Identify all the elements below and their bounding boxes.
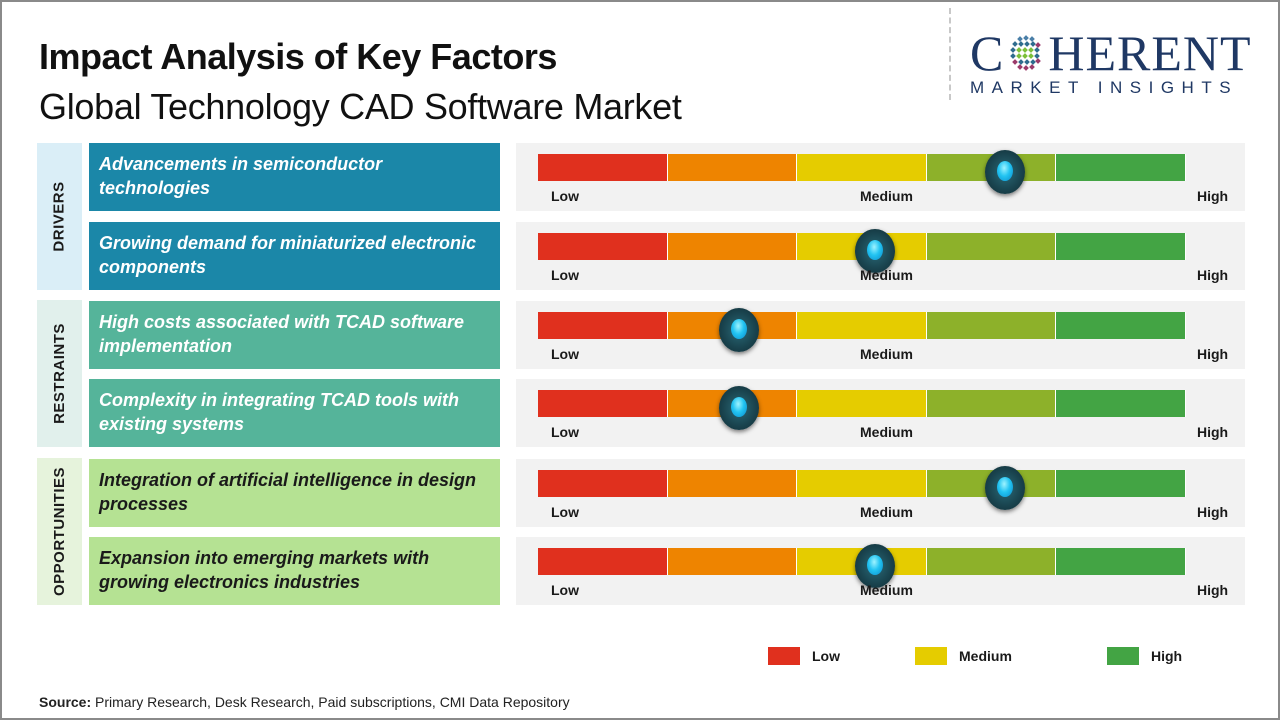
logo-divider	[949, 8, 951, 100]
gauge-bar	[538, 150, 1186, 194]
gauge-bar	[538, 308, 1186, 352]
gauge-label-high: High	[1197, 188, 1229, 204]
gauge-bar	[538, 466, 1186, 510]
logo-letter-c: C	[970, 25, 1005, 81]
factor-label: Complexity in integrating TCAD tools wit…	[89, 379, 500, 447]
gauge-segment-5	[1056, 548, 1186, 575]
gauge-segment-1	[538, 233, 668, 260]
impact-gauge: Low Medium High	[516, 459, 1245, 527]
gauge-segment-4	[926, 548, 1057, 575]
gauge-indicator-knob	[854, 544, 895, 588]
gauge-segment-5	[1056, 312, 1186, 339]
gauge-segment-1	[538, 548, 668, 575]
gauge-label-medium: Medium	[860, 267, 913, 283]
gauge-label-low: Low	[551, 582, 579, 598]
gauge-label-high: High	[1197, 504, 1229, 520]
gauge-label-low: Low	[551, 267, 579, 283]
gauge-indicator-knob	[718, 308, 759, 352]
gauge-label-high: High	[1197, 582, 1229, 598]
gauge-bar	[538, 544, 1186, 588]
category-label: DRIVERS	[51, 181, 68, 252]
gauge-indicator-knob	[718, 386, 759, 430]
gauge-segment-1	[538, 154, 668, 181]
legend-item-medium: Medium	[915, 647, 1012, 665]
impact-gauge: Low Medium High	[516, 379, 1245, 447]
impact-gauge: Low Medium High	[516, 222, 1245, 290]
gauge-label-high: High	[1197, 424, 1229, 440]
category-restraints: RESTRAINTS	[37, 300, 82, 447]
chart-subtitle: Global Technology CAD Software Market	[39, 86, 682, 127]
gauge-label-medium: Medium	[860, 582, 913, 598]
gauge-segment-5	[1056, 390, 1186, 417]
gauge-indicator-knob	[984, 466, 1025, 510]
gauge-segment-5	[1056, 233, 1186, 260]
gauge-segment-1	[538, 470, 668, 497]
legend-item-high: High	[1107, 647, 1182, 665]
gauge-segment-3	[797, 154, 927, 181]
impact-gauge: Low Medium High	[516, 143, 1245, 211]
gauge-segment-1	[538, 312, 668, 339]
gauge-segment-2	[667, 154, 798, 181]
source-label: Source:	[39, 694, 92, 710]
gauge-segment-4	[926, 312, 1057, 339]
factor-label: High costs associated with TCAD software…	[89, 301, 500, 369]
brand-logo: C HERENT MARKET INSIGHTS	[970, 28, 1260, 98]
gauge-indicator-knob	[984, 150, 1025, 194]
gauge-segment-3	[797, 470, 927, 497]
category-opportunities: OPPORTUNITIES	[37, 458, 82, 605]
category-drivers: DRIVERS	[37, 143, 82, 290]
logo-letters: HERENT	[1048, 25, 1252, 81]
factor-label: Growing demand for miniaturized electron…	[89, 222, 500, 290]
legend-swatch-high	[1107, 647, 1139, 665]
category-label: RESTRAINTS	[51, 323, 68, 424]
gauge-label-medium: Medium	[860, 188, 913, 204]
gauge-label-medium: Medium	[860, 424, 913, 440]
factor-label: Advancements in semiconductor technologi…	[89, 143, 500, 211]
impact-gauge: Low Medium High	[516, 537, 1245, 605]
gauge-segment-5	[1056, 470, 1186, 497]
gauge-segment-5	[1056, 154, 1186, 181]
gauge-segment-2	[667, 548, 798, 575]
logo-tagline: MARKET INSIGHTS	[970, 78, 1239, 97]
gauge-segment-4	[926, 233, 1057, 260]
factor-label: Integration of artificial intelligence i…	[89, 459, 500, 527]
gauge-label-medium: Medium	[860, 504, 913, 520]
category-label: OPPORTUNITIES	[51, 466, 69, 597]
legend-swatch-low	[768, 647, 800, 665]
chart-title: Impact Analysis of Key Factors	[39, 36, 557, 77]
gauge-segment-4	[926, 390, 1057, 417]
gauge-label-high: High	[1197, 346, 1229, 362]
globe-dots-icon	[1010, 35, 1042, 71]
gauge-segment-2	[667, 470, 798, 497]
source-note: Source: Primary Research, Desk Research,…	[39, 694, 570, 710]
legend-item-low: Low	[768, 647, 840, 665]
gauge-segment-1	[538, 390, 668, 417]
gauge-label-low: Low	[551, 346, 579, 362]
gauge-segment-2	[667, 233, 798, 260]
gauge-label-high: High	[1197, 267, 1229, 283]
legend-swatch-medium	[915, 647, 947, 665]
gauge-label-low: Low	[551, 188, 579, 204]
gauge-segment-3	[797, 312, 927, 339]
logo-wordmark: C HERENT	[970, 28, 1260, 78]
legend-label: Medium	[959, 648, 1012, 664]
factor-label: Expansion into emerging markets with gro…	[89, 537, 500, 605]
gauge-label-low: Low	[551, 424, 579, 440]
gauge-indicator-knob	[854, 229, 895, 273]
impact-gauge: Low Medium High	[516, 301, 1245, 369]
gauge-segment-3	[797, 390, 927, 417]
legend-label: Low	[812, 648, 840, 664]
source-text: Primary Research, Desk Research, Paid su…	[91, 694, 570, 710]
gauge-label-medium: Medium	[860, 346, 913, 362]
gauge-label-low: Low	[551, 504, 579, 520]
gauge-bar	[538, 229, 1186, 273]
legend-label: High	[1151, 648, 1183, 664]
gauge-bar	[538, 386, 1186, 430]
